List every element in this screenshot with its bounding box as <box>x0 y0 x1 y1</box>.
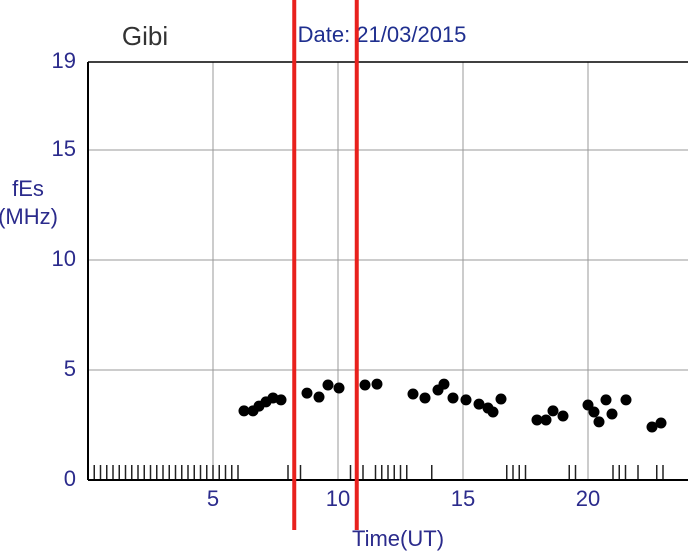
data-point <box>371 378 383 390</box>
x-tick-label: 20 <box>576 486 600 511</box>
y-tick-label: 19 <box>52 48 76 73</box>
x-tick-label: 5 <box>207 486 219 511</box>
data-point <box>447 392 459 404</box>
data-point <box>531 414 543 426</box>
data-point <box>460 394 472 406</box>
data-point <box>620 394 632 406</box>
data-point <box>333 382 345 394</box>
data-point <box>322 379 334 391</box>
y-axis-label: fEs <box>12 176 44 201</box>
data-point <box>438 378 450 390</box>
y-axis-label: (MHz) <box>0 204 58 229</box>
x-tick-label: 10 <box>326 486 350 511</box>
data-point <box>359 379 371 391</box>
data-point <box>600 394 612 406</box>
station-name: Gibi <box>122 21 168 51</box>
y-tick-label: 15 <box>52 136 76 161</box>
y-tick-label: 5 <box>64 356 76 381</box>
data-point <box>473 398 485 410</box>
data-point <box>407 388 419 400</box>
x-tick-label: 15 <box>451 486 475 511</box>
data-point <box>540 414 552 426</box>
data-point <box>495 393 507 405</box>
data-point <box>646 421 658 433</box>
y-tick-label: 10 <box>52 246 76 271</box>
data-point <box>547 405 559 417</box>
y-tick-label: 0 <box>64 466 76 491</box>
data-point <box>655 417 667 429</box>
chart-title: Date: 21/03/2015 <box>298 22 467 47</box>
data-point <box>588 406 600 418</box>
data-point <box>593 416 605 428</box>
data-point <box>301 387 313 399</box>
data-point <box>313 391 325 403</box>
data-point <box>275 394 287 406</box>
data-point <box>557 410 569 422</box>
data-point <box>419 392 431 404</box>
data-point <box>606 408 618 420</box>
data-point <box>487 406 499 418</box>
x-axis-label: Time(UT) <box>352 526 444 551</box>
data-point <box>238 405 250 417</box>
